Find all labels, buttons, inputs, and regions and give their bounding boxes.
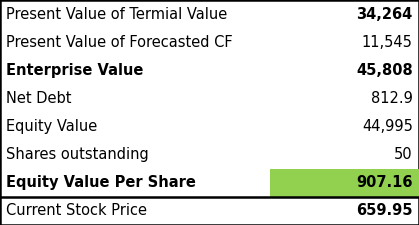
Text: 44,995: 44,995 bbox=[362, 119, 413, 134]
Text: Enterprise Value: Enterprise Value bbox=[6, 63, 144, 78]
Text: Current Stock Price: Current Stock Price bbox=[6, 203, 147, 218]
Text: 34,264: 34,264 bbox=[357, 7, 413, 22]
Text: Present Value of Termial Value: Present Value of Termial Value bbox=[6, 7, 228, 22]
Text: Equity Value: Equity Value bbox=[6, 119, 98, 134]
Text: 659.95: 659.95 bbox=[356, 203, 413, 218]
Text: 812.9: 812.9 bbox=[371, 91, 413, 106]
Text: Net Debt: Net Debt bbox=[6, 91, 72, 106]
Text: Present Value of Forecasted CF: Present Value of Forecasted CF bbox=[6, 35, 233, 50]
Text: 45,808: 45,808 bbox=[356, 63, 413, 78]
Text: 907.16: 907.16 bbox=[356, 175, 413, 190]
Text: 11,545: 11,545 bbox=[362, 35, 413, 50]
Text: Equity Value Per Share: Equity Value Per Share bbox=[6, 175, 196, 190]
Bar bbox=[270, 169, 419, 197]
Text: 50: 50 bbox=[394, 147, 413, 162]
Text: Shares outstanding: Shares outstanding bbox=[6, 147, 149, 162]
